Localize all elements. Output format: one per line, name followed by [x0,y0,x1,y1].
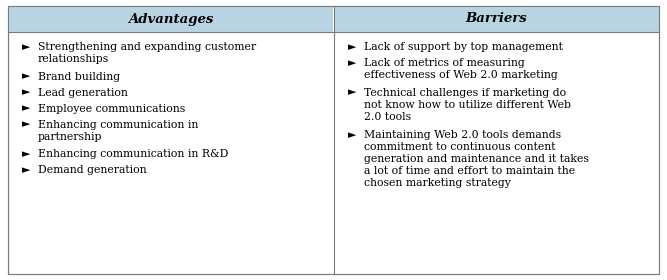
Text: Lack of support by top management: Lack of support by top management [364,42,562,52]
Text: Advantages: Advantages [128,13,213,25]
Text: Employee communications: Employee communications [38,104,185,113]
Text: Enhancing communication in
partnership: Enhancing communication in partnership [38,120,198,141]
Text: ►: ► [348,87,356,97]
Text: ►: ► [348,130,356,141]
Bar [334,6,659,32]
Text: Maintaining Web 2.0 tools demands
commitment to continuous content
generation an: Maintaining Web 2.0 tools demands commit… [364,130,588,188]
Text: ►: ► [22,104,31,113]
Text: ►: ► [22,120,31,129]
Text: Brand building: Brand building [38,71,120,81]
Text: Lack of metrics of measuring
effectiveness of Web 2.0 marketing: Lack of metrics of measuring effectivene… [364,58,557,80]
Text: ►: ► [22,165,31,175]
Text: Strengthening and expanding customer
relationships: Strengthening and expanding customer rel… [38,42,256,64]
Text: Barriers: Barriers [466,13,527,25]
Text: ►: ► [22,87,31,97]
Text: Technical challenges if marketing do
not know how to utilize different Web
2.0 t: Technical challenges if marketing do not… [364,87,570,122]
Text: ►: ► [348,58,356,68]
Text: Demand generation: Demand generation [38,165,147,175]
Text: Lead generation: Lead generation [38,87,128,97]
Text: ►: ► [22,71,31,81]
Text: ►: ► [22,42,31,52]
Text: ►: ► [348,42,356,52]
Bar [8,6,333,32]
Text: ►: ► [22,149,31,159]
Text: Enhancing communication in R&D: Enhancing communication in R&D [38,149,228,159]
